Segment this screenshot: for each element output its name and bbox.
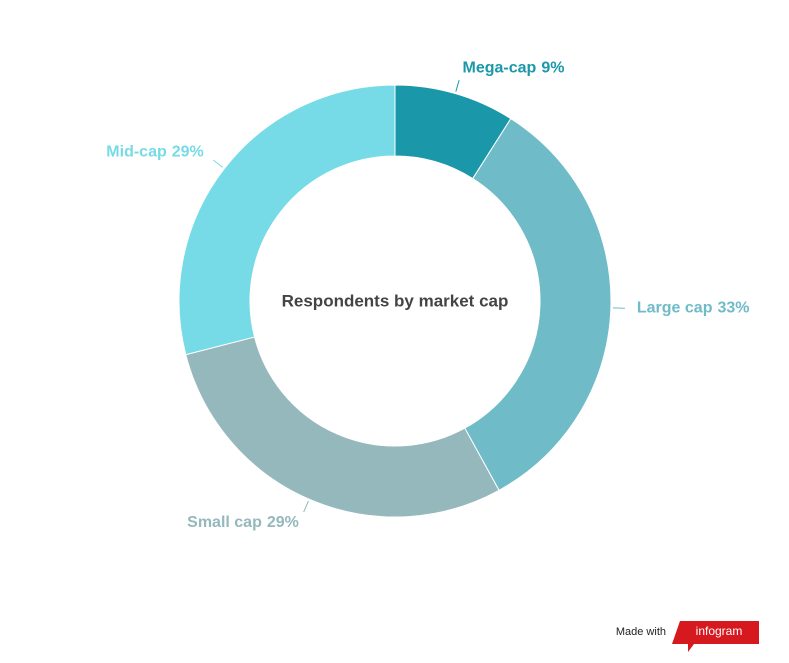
donut-segment bbox=[464, 117, 612, 491]
segment-value: 33% bbox=[717, 300, 749, 317]
segment-value: 29% bbox=[267, 514, 299, 531]
donut-segment bbox=[178, 84, 396, 356]
segment-name: Large cap bbox=[637, 300, 713, 317]
donut-segment bbox=[185, 336, 500, 518]
leader-line bbox=[455, 79, 460, 92]
footer-brand: infogram bbox=[696, 624, 743, 638]
segment-label: Small cap 29% bbox=[187, 514, 299, 531]
segment-name: Mid-cap bbox=[106, 144, 167, 161]
leader-line bbox=[303, 500, 309, 513]
segment-label: Large cap 33% bbox=[637, 300, 750, 317]
segment-label: Mid-cap 29% bbox=[106, 144, 203, 161]
donut-segment bbox=[394, 84, 512, 180]
segment-value: 29% bbox=[172, 144, 204, 161]
segment-value: 9% bbox=[541, 60, 564, 77]
segment-label: Mega-cap 9% bbox=[463, 60, 565, 77]
segment-name: Mega-cap bbox=[463, 60, 537, 77]
footer-made-with: Made with bbox=[616, 626, 666, 638]
leader-line bbox=[212, 159, 224, 168]
brand-badge bbox=[672, 621, 759, 652]
chart-title: Respondents by market cap bbox=[282, 291, 509, 310]
segment-name: Small cap bbox=[187, 514, 262, 531]
